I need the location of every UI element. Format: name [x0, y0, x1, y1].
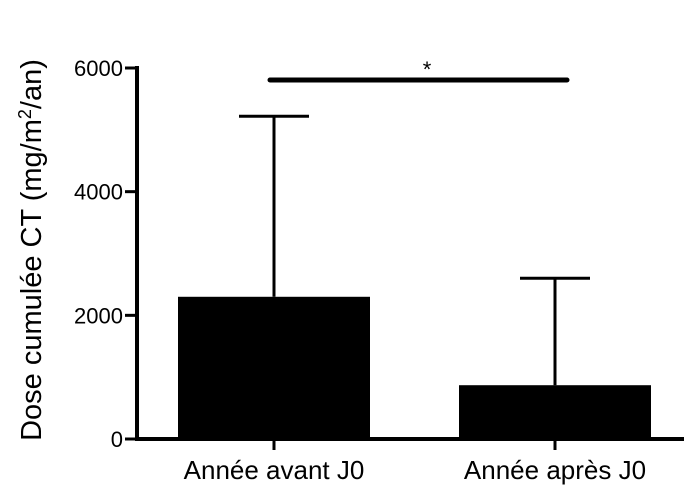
y-axis-label-prefix: Dose cumulée CT (mg/m	[16, 119, 48, 441]
y-tick-label: 2000	[74, 303, 123, 328]
significance-annotation: *	[270, 57, 567, 82]
y-tick-label: 4000	[74, 180, 123, 205]
y-tick-label: 0	[111, 427, 123, 452]
significance-label: *	[423, 57, 432, 82]
x-tick-label: Année avant J0	[184, 455, 365, 485]
y-axis-label-superscript: 2	[15, 109, 35, 119]
y-axis-label: Dose cumulée CT (mg/m2/an)	[15, 59, 48, 441]
x-axis: Année avant J0 Année après J0	[135, 439, 684, 485]
y-axis: 0 2000 4000 6000	[74, 56, 137, 452]
bar	[178, 297, 370, 439]
y-axis-label-suffix: /an)	[16, 59, 48, 109]
y-tick-label: 6000	[74, 56, 123, 81]
x-tick-label: Année après J0	[464, 455, 646, 485]
bar	[459, 385, 651, 439]
bars	[178, 297, 651, 439]
